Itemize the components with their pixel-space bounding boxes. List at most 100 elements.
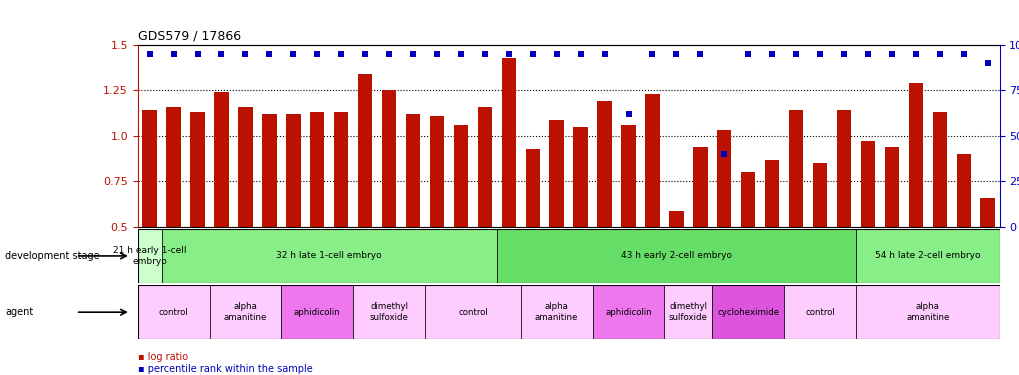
Bar [883,147,898,318]
Point [907,51,923,57]
Text: dimethyl
sulfoxide: dimethyl sulfoxide [668,303,707,322]
Text: 32 h late 1-cell embryo: 32 h late 1-cell embryo [276,251,382,260]
Point [955,51,971,57]
Bar [549,120,564,318]
Bar [621,125,635,318]
Text: dimethyl
sulfoxide: dimethyl sulfoxide [369,303,409,322]
Point [859,51,875,57]
Text: development stage: development stage [5,251,100,261]
FancyBboxPatch shape [784,285,855,339]
Point [380,51,396,57]
Text: ▪ percentile rank within the sample: ▪ percentile rank within the sample [138,364,312,374]
Point [524,51,540,57]
Point [811,51,827,57]
Text: aphidicolin: aphidicolin [293,308,340,316]
Point [357,51,373,57]
Point [596,51,612,57]
FancyBboxPatch shape [496,229,855,283]
Point [213,51,229,57]
Point [787,51,803,57]
Bar [788,111,803,318]
FancyBboxPatch shape [353,285,425,339]
Bar [573,127,587,318]
Point [740,51,756,57]
Point [548,51,565,57]
Text: ▪ log ratio: ▪ log ratio [138,352,187,363]
Bar [286,114,301,318]
Point [978,60,995,66]
Text: alpha
amanitine: alpha amanitine [535,303,578,322]
Bar [238,107,253,318]
Point [620,111,636,117]
Point [428,51,444,57]
Point [763,51,780,57]
Bar [836,111,850,318]
FancyBboxPatch shape [855,285,999,339]
Bar [812,163,826,318]
FancyBboxPatch shape [425,285,521,339]
FancyBboxPatch shape [711,285,784,339]
Bar [166,107,180,318]
Point [237,51,254,57]
Bar [214,92,228,318]
Bar [310,112,324,318]
Bar [525,148,539,318]
Bar [716,130,731,318]
Text: cycloheximide: cycloheximide [716,308,779,316]
Text: control: control [804,308,835,316]
Bar [741,172,755,318]
Bar [453,125,468,318]
Bar [477,107,491,318]
Bar [693,147,707,318]
Bar [429,116,443,318]
Point [667,51,684,57]
Bar [143,111,157,318]
Bar [956,154,970,318]
Text: GDS579 / 17866: GDS579 / 17866 [138,30,240,42]
Bar [931,112,946,318]
Bar [597,101,611,318]
Bar [645,94,659,318]
Bar [406,114,420,318]
FancyBboxPatch shape [855,229,999,283]
FancyBboxPatch shape [663,285,711,339]
FancyBboxPatch shape [281,285,353,339]
Point [452,51,469,57]
Point [930,51,947,57]
FancyBboxPatch shape [521,285,592,339]
Bar [668,210,683,318]
Bar [979,198,994,318]
Bar [501,58,516,318]
Text: agent: agent [5,307,34,317]
Point [142,51,158,57]
Bar [358,74,372,318]
Text: alpha
amanitine: alpha amanitine [223,303,267,322]
Point [309,51,325,57]
Bar [908,83,922,318]
Point [165,51,181,57]
Point [500,51,517,57]
FancyBboxPatch shape [161,229,496,283]
Text: 21 h early 1-cell
embryo: 21 h early 1-cell embryo [113,246,186,266]
Point [261,51,277,57]
Point [572,51,588,57]
Point [476,51,492,57]
Bar [764,160,779,318]
FancyBboxPatch shape [138,229,161,283]
Text: control: control [458,308,487,316]
Text: 43 h early 2-cell embryo: 43 h early 2-cell embryo [621,251,732,260]
Point [715,151,732,157]
Point [333,51,350,57]
Bar [262,114,276,318]
Point [285,51,302,57]
Point [882,51,899,57]
FancyBboxPatch shape [592,285,663,339]
FancyBboxPatch shape [209,285,281,339]
Bar [381,90,396,318]
Text: control: control [159,308,189,316]
Point [644,51,660,57]
Point [190,51,206,57]
Point [405,51,421,57]
Point [692,51,708,57]
Bar [333,112,348,318]
